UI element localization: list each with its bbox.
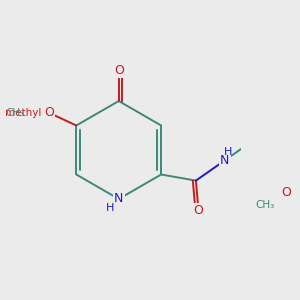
Text: H: H: [224, 146, 232, 157]
Text: N: N: [220, 154, 230, 167]
Text: CH₃: CH₃: [255, 200, 274, 209]
Text: O: O: [281, 186, 291, 199]
Text: N: N: [114, 193, 123, 206]
Text: methyl: methyl: [5, 108, 41, 118]
Text: O: O: [114, 64, 124, 77]
Text: CH₃: CH₃: [5, 108, 24, 118]
Text: O: O: [44, 106, 54, 119]
Text: H: H: [106, 203, 114, 213]
Text: O: O: [194, 204, 203, 218]
